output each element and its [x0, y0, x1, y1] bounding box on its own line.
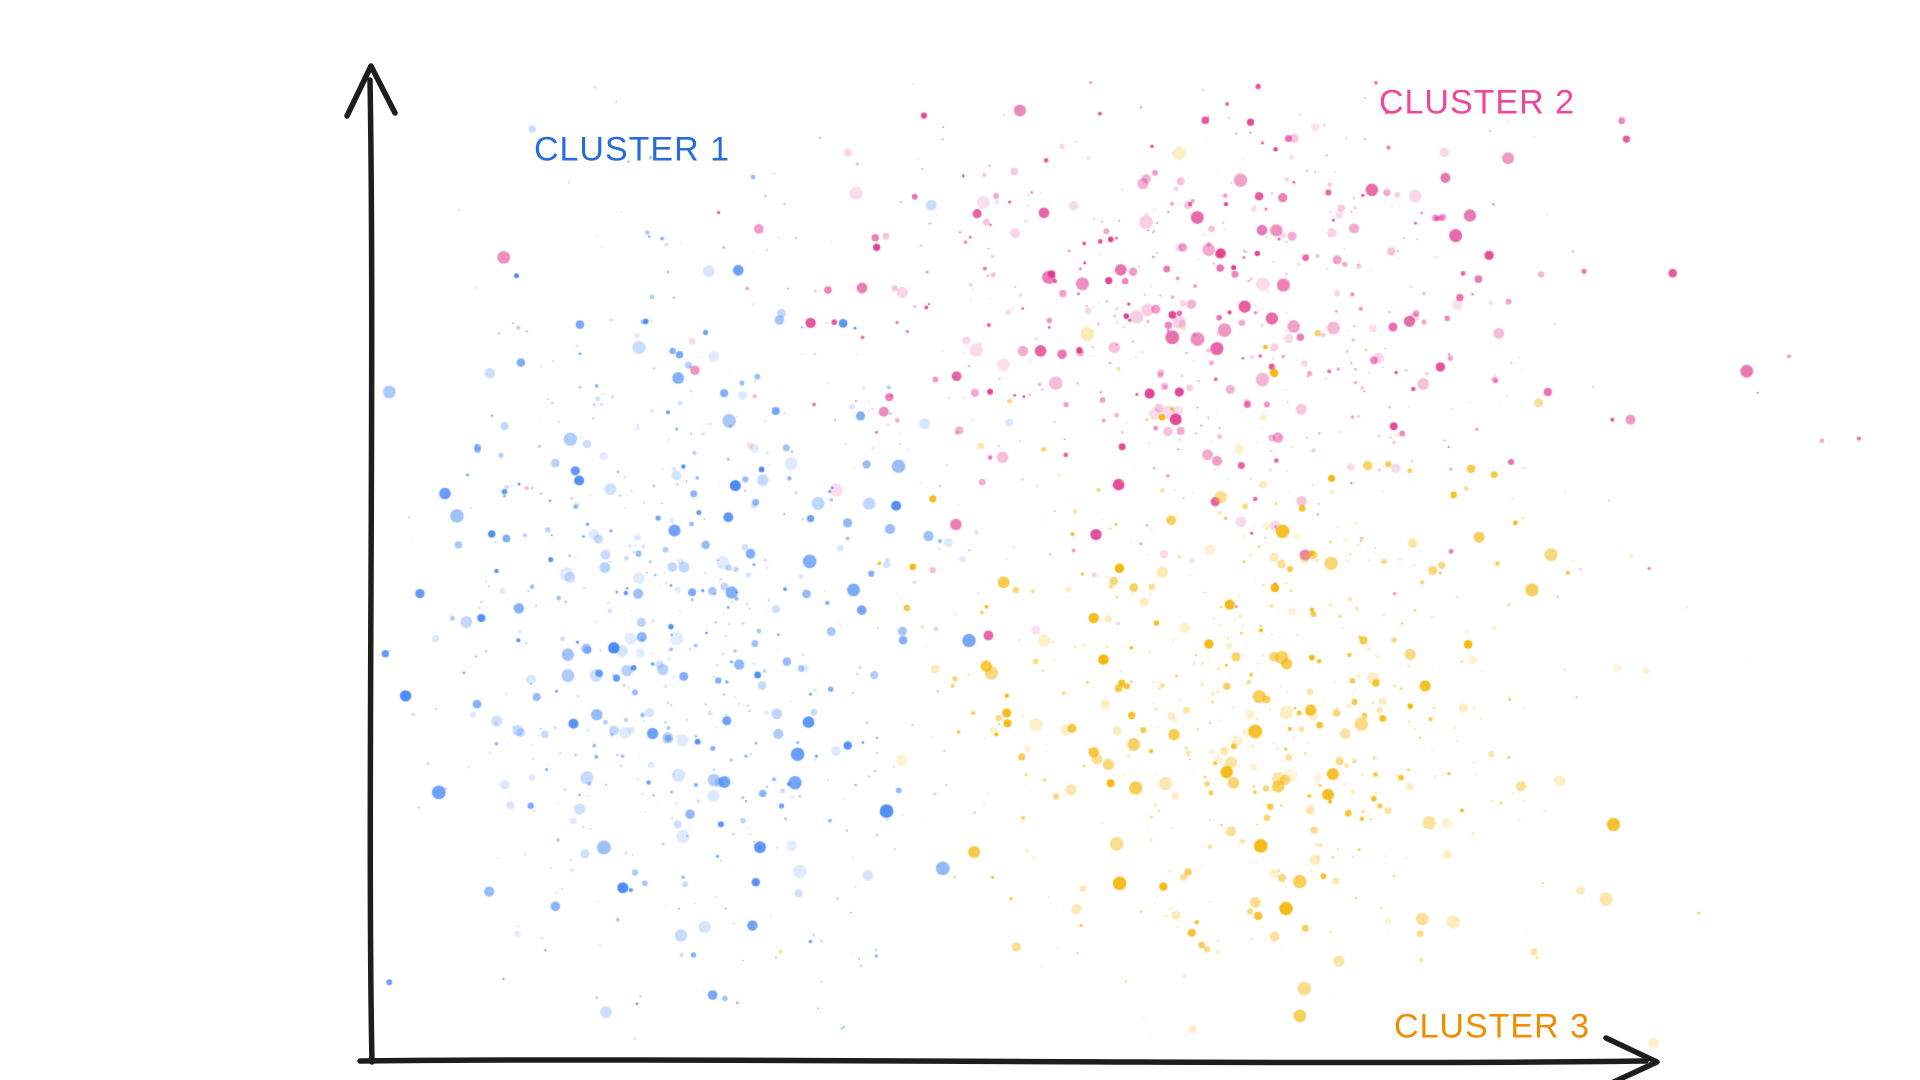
cluster-1-label: CLUSTER 1: [533, 130, 731, 169]
cluster-3-label: CLUSTER 3: [1393, 1007, 1591, 1046]
cluster-2-label: CLUSTER 2: [1378, 83, 1576, 122]
